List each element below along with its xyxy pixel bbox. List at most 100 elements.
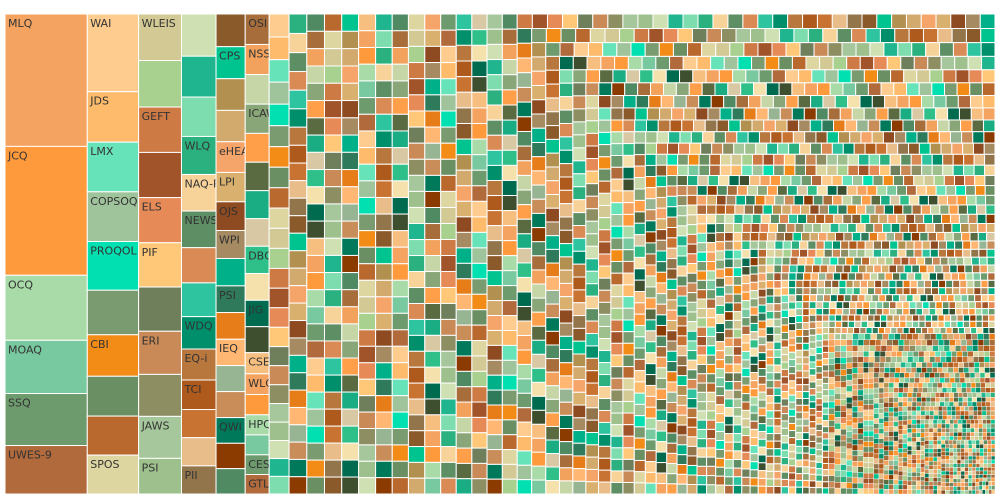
treemap-tile <box>878 458 885 465</box>
treemap-tile <box>795 279 804 289</box>
treemap-tile <box>991 463 996 468</box>
treemap-tile <box>715 304 726 315</box>
treemap-tile <box>531 451 547 467</box>
treemap-tile <box>966 279 975 289</box>
treemap-tile <box>624 82 639 97</box>
treemap-tile <box>706 465 717 477</box>
treemap-tile <box>813 42 829 57</box>
treemap-tile <box>947 362 954 368</box>
treemap-tile <box>802 432 810 441</box>
treemap-tile <box>834 95 849 109</box>
treemap-tile <box>585 407 600 421</box>
treemap-tile <box>935 308 943 316</box>
treemap-tile <box>868 420 874 426</box>
treemap-tile <box>880 248 891 258</box>
treemap-tile <box>875 308 884 316</box>
treemap-tile <box>883 204 895 215</box>
treemap-tile <box>966 42 982 57</box>
treemap-tile <box>944 372 951 379</box>
treemap-tile <box>516 335 533 351</box>
treemap-tile <box>765 395 775 404</box>
treemap-tile <box>805 153 817 166</box>
treemap-tile <box>755 107 769 121</box>
treemap-tile <box>585 69 601 84</box>
treemap-tile <box>486 255 503 272</box>
treemap-tile <box>610 131 624 145</box>
treemap-tile <box>706 475 717 486</box>
treemap-tile <box>732 346 743 356</box>
treemap-tile <box>455 154 473 171</box>
treemap-tile <box>730 164 743 177</box>
treemap-tile <box>440 430 457 448</box>
treemap-tile <box>850 69 865 84</box>
treemap-tile <box>244 132 270 163</box>
treemap-tile <box>715 431 726 441</box>
treemap-tile <box>971 439 977 445</box>
treemap-tile <box>937 28 953 44</box>
treemap-tile <box>824 287 833 296</box>
treemap-tile <box>501 419 518 436</box>
treemap-tile <box>883 474 890 480</box>
treemap-tile <box>741 401 751 411</box>
treemap-tile <box>982 423 988 429</box>
treemap-tile <box>847 223 857 233</box>
treemap-tile <box>878 483 885 490</box>
treemap-tile <box>885 356 892 363</box>
treemap-tile <box>471 432 488 449</box>
treemap-tile <box>978 356 985 363</box>
treemap-tile <box>837 204 848 215</box>
treemap-tile <box>922 28 939 44</box>
treemap-tile <box>501 43 518 61</box>
treemap-tile <box>890 223 901 233</box>
treemap-tile <box>610 401 624 414</box>
treemap-tile <box>844 119 858 133</box>
treemap-tile <box>288 215 308 234</box>
treemap-tile <box>598 204 612 219</box>
treemap-tile <box>951 410 957 416</box>
treemap-tile <box>956 474 962 480</box>
treemap-tile <box>875 345 882 352</box>
treemap-tile <box>676 265 688 277</box>
treemap-tile <box>323 272 343 291</box>
treemap-tile <box>531 85 547 101</box>
treemap-tile <box>990 419 996 425</box>
treemap-tile <box>558 243 574 258</box>
treemap-tile <box>673 95 687 109</box>
treemap-tile <box>878 423 885 429</box>
treemap-tile <box>924 333 931 340</box>
treemap-tile <box>676 325 688 337</box>
treemap-tile <box>920 489 925 495</box>
treemap-tile <box>773 410 782 419</box>
treemap-tile <box>915 345 922 352</box>
treemap-tile <box>872 175 884 187</box>
treemap-tile <box>455 432 473 449</box>
treemap-tile <box>888 301 897 310</box>
treemap-tile <box>897 411 904 417</box>
treemap-tile <box>610 458 624 472</box>
treemap-tile <box>815 417 823 425</box>
treemap-tile <box>341 272 360 291</box>
treemap-tile <box>375 97 393 115</box>
treemap-tile <box>920 454 925 460</box>
treemap-tile <box>471 309 488 326</box>
treemap-tile <box>963 153 975 166</box>
treemap-tile <box>956 448 961 453</box>
treemap-tile <box>795 459 804 468</box>
treemap-tile <box>940 451 946 456</box>
treemap-tile <box>424 271 442 289</box>
treemap-tile <box>907 397 913 403</box>
treemap-tile <box>875 107 889 121</box>
treemap-tile <box>633 358 646 372</box>
treemap-tile <box>909 377 915 384</box>
treemap-tile <box>666 153 679 166</box>
treemap-tile <box>900 164 912 177</box>
treemap-tile <box>765 410 775 419</box>
treemap-tile <box>633 234 646 247</box>
treemap-tile <box>611 82 626 97</box>
treemap-tile <box>779 107 793 121</box>
treemap-tile <box>857 477 864 484</box>
treemap-tile <box>912 382 919 388</box>
treemap-tile <box>857 356 864 363</box>
treemap-tile <box>706 251 717 262</box>
treemap-tile <box>644 439 657 452</box>
